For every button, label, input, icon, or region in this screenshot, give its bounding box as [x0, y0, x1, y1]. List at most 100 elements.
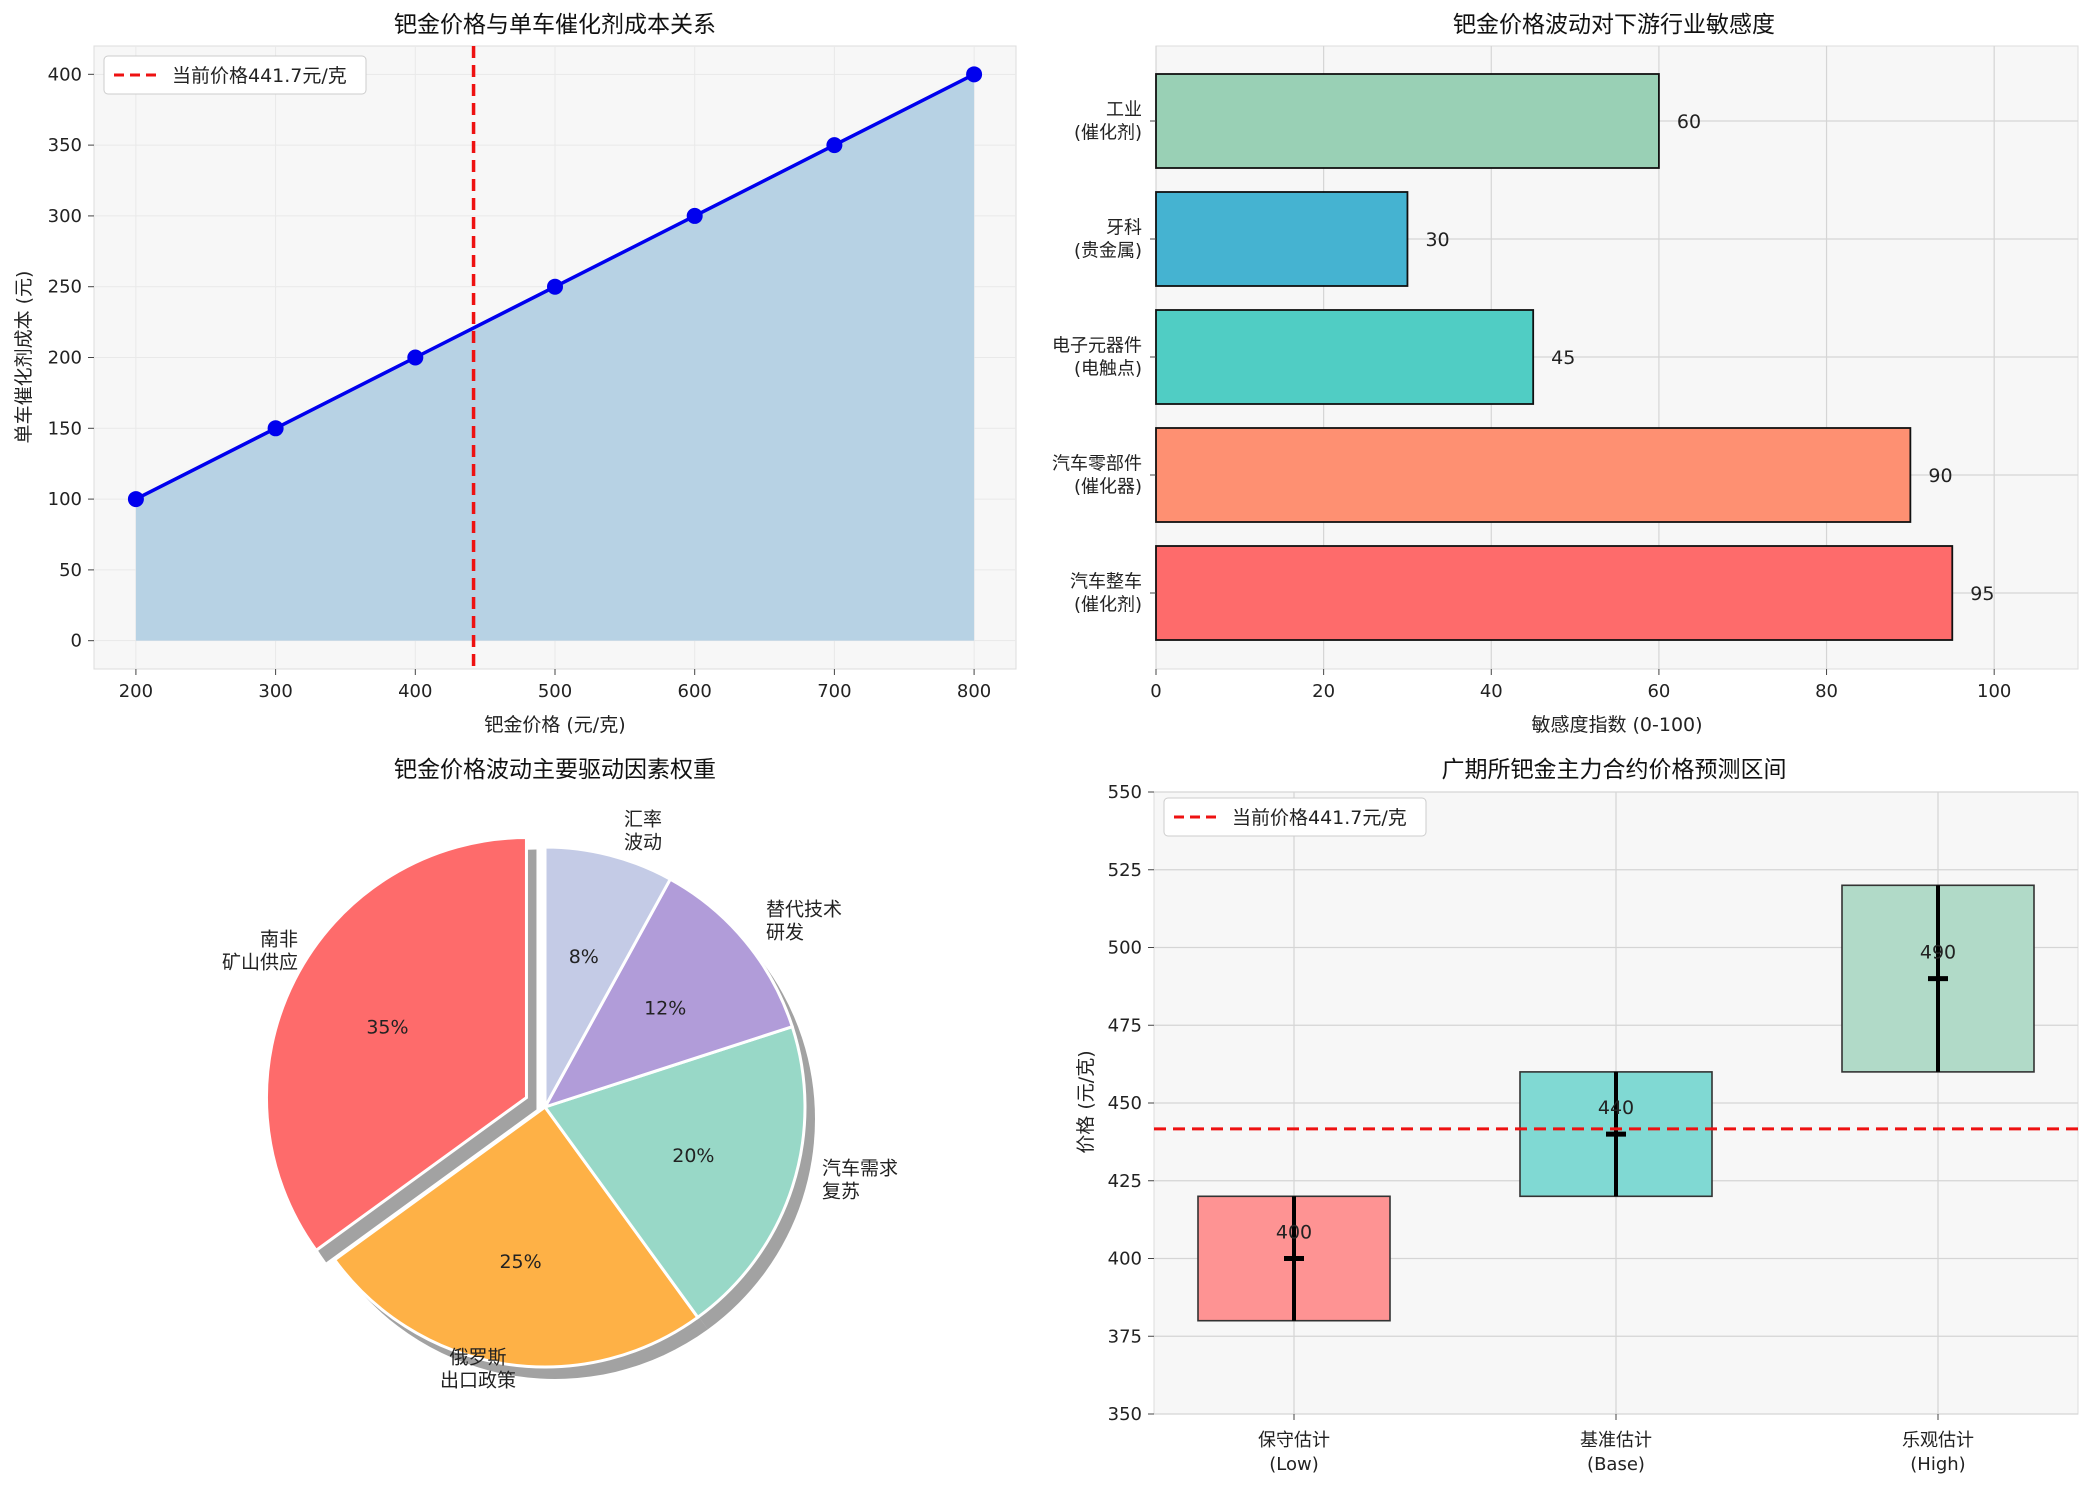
chart1-y-tick-label: 300 — [48, 206, 82, 227]
chart1-point — [407, 349, 424, 366]
chart4-y-tick-label: 375 — [1108, 1326, 1142, 1347]
chart1-x-tick-label: 200 — [119, 681, 153, 702]
chart2-axes: 0 20 40 60 80 100 工业(催化剂) 牙科(贵金属) 电子元器件(电触点) 汽车零部… — [1052, 100, 2011, 703]
panel-price-vs-catalyst-cost: 钯金价格与单车催化剂成本关系 200 300 400 500 600 700 800 0 50 1… — [13, 12, 1017, 736]
chart3-pct-label: 35% — [366, 1017, 408, 1039]
chart4-value-label: 400 — [1276, 1222, 1312, 1244]
chart1-area — [135, 74, 975, 641]
chart1-y-tick-label: 400 — [48, 64, 82, 85]
chart2-x-tick-label: 20 — [1312, 681, 1335, 702]
chart2-x-tick-label: 100 — [1977, 681, 2011, 702]
chart1-point — [686, 207, 703, 224]
chart1-point — [826, 137, 843, 154]
chart3-category-label: 汽车需求复苏 — [822, 1158, 898, 1203]
chart1-x-tick-label: 300 — [258, 681, 292, 702]
chart3-slice — [543, 845, 673, 1108]
chart4-category-label: 基准估计(Base) — [1580, 1430, 1652, 1475]
chart4-value-label: 490 — [1920, 942, 1956, 964]
chart2-value-label: 45 — [1551, 347, 1575, 369]
chart1-y-tick-label: 150 — [48, 418, 82, 439]
chart4-y-tick-label: 425 — [1108, 1171, 1142, 1192]
chart1-point — [127, 491, 144, 508]
chart4-legend-label: 当前价格441.7元/克 — [1232, 807, 1407, 829]
chart1-x-tick-label: 600 — [678, 681, 712, 702]
chart2-x-tick-label: 60 — [1647, 681, 1670, 702]
chart1-title: 钯金价格与单车催化剂成本关系 — [394, 12, 716, 38]
chart4-y-tick-label: 475 — [1108, 1015, 1142, 1036]
chart4-y-tick-label: 500 — [1108, 938, 1142, 959]
chart1-legend-label: 当前价格441.7元/克 — [172, 65, 347, 87]
chart1-point — [547, 278, 563, 295]
chart2-bar — [1155, 309, 1535, 405]
chart4-y-tick-label: 550 — [1108, 782, 1142, 803]
chart1-legend: 当前价格441.7元/克 — [103, 55, 367, 95]
chart3-slice — [542, 1024, 807, 1320]
chart3-pct-label: 25% — [499, 1251, 541, 1273]
chart2-xlabel: 敏感度指数 (0-100) — [1531, 714, 1702, 736]
chart1-x-tick-label: 500 — [538, 681, 572, 702]
chart4-category-label: 乐观估计(High) — [1902, 1430, 1974, 1475]
chart4-legend: 当前价格441.7元/克 — [1163, 797, 1427, 837]
chart2-bar — [1155, 191, 1409, 287]
chart3-pct-label: 12% — [644, 998, 686, 1020]
chart3-category-label: 俄罗斯出口政策 — [440, 1347, 516, 1392]
chart2-value-label: 95 — [1970, 583, 1994, 605]
chart3-slice — [332, 1104, 700, 1369]
chart3-category-label: 南非矿山供应 — [222, 929, 298, 974]
chart1-y-tick-label: 50 — [59, 560, 82, 581]
chart3-category-label: 汇率波动 — [624, 809, 662, 854]
chart4-legend-box — [1163, 797, 1427, 837]
chart2-value-label: 30 — [1425, 229, 1449, 251]
chart2-x-tick-label: 40 — [1480, 681, 1503, 702]
chart4-y-tick-label: 400 — [1108, 1249, 1142, 1270]
chart1-legend-box — [103, 55, 367, 95]
chart4-category-label: 保守估计(Low) — [1258, 1430, 1330, 1475]
panel-industry-sensitivity: 钯金价格波动对下游行业敏感度 60 30 45 90 95 0 20 40 60 80 100 工业… — [1052, 12, 2079, 736]
chart2-bar — [1155, 73, 1660, 169]
chart3-category-label: 替代技术研发 — [766, 899, 842, 944]
panel-driver-weights: 钯金价格波动主要驱动因素权重 35% 南非矿山供应 25% 俄罗斯出口政策 20% 汽车需… — [222, 757, 898, 1392]
chart3-slice — [264, 836, 528, 1253]
chart4-ylabel: 价格 (元/克) — [1075, 1050, 1097, 1153]
chart3-slice — [541, 877, 795, 1110]
chart1-y-tick-label: 100 — [48, 489, 82, 510]
chart2-bar — [1155, 427, 1912, 523]
chart1-x-tick-label: 400 — [398, 681, 432, 702]
chart1-y-tick-label: 0 — [71, 631, 82, 652]
chart2-value-label: 90 — [1928, 465, 1952, 487]
chart2-category-label: 工业(催化剂) — [1074, 100, 1142, 144]
chart3-pct-label: 8% — [569, 946, 599, 968]
chart2-title: 钯金价格波动对下游行业敏感度 — [1453, 12, 1775, 38]
chart1-marks — [127, 46, 983, 669]
chart1-x-tick-label: 700 — [817, 681, 851, 702]
chart4-y-tick-label: 450 — [1108, 1093, 1142, 1114]
chart3-title: 钯金价格波动主要驱动因素权重 — [394, 757, 716, 783]
chart1-y-tick-label: 250 — [48, 277, 82, 298]
chart1-ylabel: 单车催化剂成本 (元) — [13, 271, 35, 444]
chart2-category-label: 电子元器件(电触点) — [1052, 336, 1142, 380]
chart1-point — [267, 420, 284, 437]
chart2-x-tick-label: 0 — [1150, 681, 1161, 702]
chart4-title: 广期所钯金主力合约价格预测区间 — [1442, 757, 1787, 783]
chart3-pct-label: 20% — [672, 1145, 714, 1167]
chart2-category-label: 牙科(贵金属) — [1074, 218, 1142, 262]
chart2-bar — [1155, 545, 1954, 641]
chart2-category-label: 汽车整车(催化剂) — [1070, 572, 1142, 616]
chart4-y-tick-label: 525 — [1108, 860, 1142, 881]
chart1-xlabel: 钯金价格 (元/克) — [484, 714, 625, 736]
chart4-value-label: 440 — [1598, 1097, 1634, 1119]
panel-price-forecast: 广期所钯金主力合约价格预测区间 400 440 490 350 375 400 425 45… — [1075, 757, 2079, 1475]
chart1-point — [966, 66, 983, 83]
chart4-y-tick-label: 350 — [1108, 1404, 1142, 1425]
chart1-axes: 200 300 400 500 600 700 800 0 50 100 150 200 250 300 3… — [48, 64, 992, 702]
chart1-x-tick-label: 800 — [957, 681, 991, 702]
chart2-x-tick-label: 80 — [1815, 681, 1838, 702]
chart4-marks: 400 440 490 — [1154, 884, 2078, 1322]
chart4-axes: 350 375 400 425 450 475 500 525 550 保守估计(Low) 基准估计… — [1108, 782, 1974, 1475]
chart2-category-label: 汽车零部件(催化器) — [1052, 454, 1142, 498]
chart1-y-tick-label: 200 — [48, 348, 82, 369]
chart2-value-label: 60 — [1677, 111, 1701, 133]
chart1-y-tick-label: 350 — [48, 135, 82, 156]
chart3-marks: 35% 南非矿山供应 25% 俄罗斯出口政策 20% 汽车需求复苏 12% 替代技术研发 8% 汇… — [222, 809, 898, 1392]
